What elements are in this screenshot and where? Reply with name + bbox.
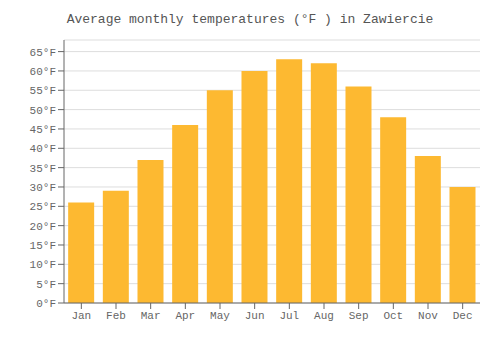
svg-text:55°F: 55°F xyxy=(30,85,56,97)
svg-text:Mar: Mar xyxy=(141,310,161,322)
svg-text:Jun: Jun xyxy=(245,310,265,322)
svg-text:45°F: 45°F xyxy=(30,124,56,136)
svg-text:Jul: Jul xyxy=(279,310,299,322)
svg-text:Feb: Feb xyxy=(106,310,126,322)
svg-text:Jan: Jan xyxy=(71,310,91,322)
svg-text:Dec: Dec xyxy=(453,310,473,322)
svg-text:65°F: 65°F xyxy=(30,47,56,59)
svg-text:20°F: 20°F xyxy=(30,221,56,233)
svg-text:Nov: Nov xyxy=(418,310,438,322)
svg-text:10°F: 10°F xyxy=(30,259,56,271)
svg-text:50°F: 50°F xyxy=(30,105,56,117)
svg-text:Oct: Oct xyxy=(383,310,403,322)
svg-text:40°F: 40°F xyxy=(30,143,56,155)
svg-text:30°F: 30°F xyxy=(30,182,56,194)
svg-text:60°F: 60°F xyxy=(30,66,56,78)
svg-text:Apr: Apr xyxy=(175,310,195,322)
svg-text:Sep: Sep xyxy=(349,310,369,322)
svg-text:May: May xyxy=(210,310,230,322)
svg-text:25°F: 25°F xyxy=(30,201,56,213)
svg-text:Aug: Aug xyxy=(314,310,334,322)
html-text:Average monthly temperatures (: Average monthly temperatures (°F ) in Za… xyxy=(66,12,434,27)
svg-text:0°F: 0°F xyxy=(36,298,56,310)
svg-text:35°F: 35°F xyxy=(30,163,56,175)
svg-text:15°F: 15°F xyxy=(30,240,56,252)
svg-text:5°F: 5°F xyxy=(36,279,56,291)
